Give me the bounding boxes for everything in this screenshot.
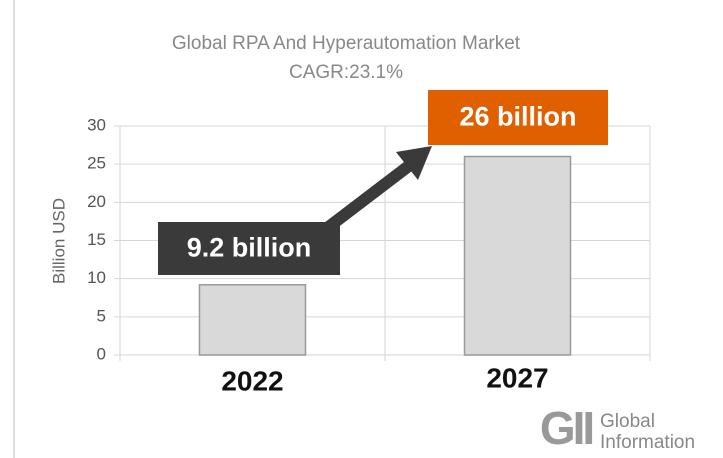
logo-text: Information xyxy=(600,432,695,453)
y-tick-label: 0 xyxy=(97,344,106,363)
data-label: 26 billion xyxy=(459,102,576,132)
arrow-head xyxy=(396,146,432,180)
y-tick-label: 30 xyxy=(87,115,106,134)
y-tick-label: 15 xyxy=(87,230,106,249)
y-tick-label: 25 xyxy=(87,154,106,173)
arrow-shaft xyxy=(318,160,414,237)
y-axis-label: Billion USD xyxy=(49,198,68,284)
bar xyxy=(198,284,307,356)
chart-title: Global RPA And Hyperautomation Market xyxy=(172,33,521,54)
x-tick-label: 2022 xyxy=(221,365,283,396)
data-label: 9.2 billion xyxy=(187,233,312,263)
x-tick-label: 2027 xyxy=(486,362,548,393)
logo-mark: GII xyxy=(540,402,593,454)
y-tick-label: 20 xyxy=(87,192,106,211)
label-box xyxy=(428,90,608,145)
label-box xyxy=(158,222,340,275)
y-tick-label: 10 xyxy=(87,268,106,287)
y-tick-label: 5 xyxy=(97,306,106,325)
bar xyxy=(463,155,572,356)
chart-subtitle: CAGR:23.1% xyxy=(289,62,403,83)
logo-text: Global xyxy=(600,411,655,432)
annotations: 9.2 billion 26 billion xyxy=(158,90,608,275)
